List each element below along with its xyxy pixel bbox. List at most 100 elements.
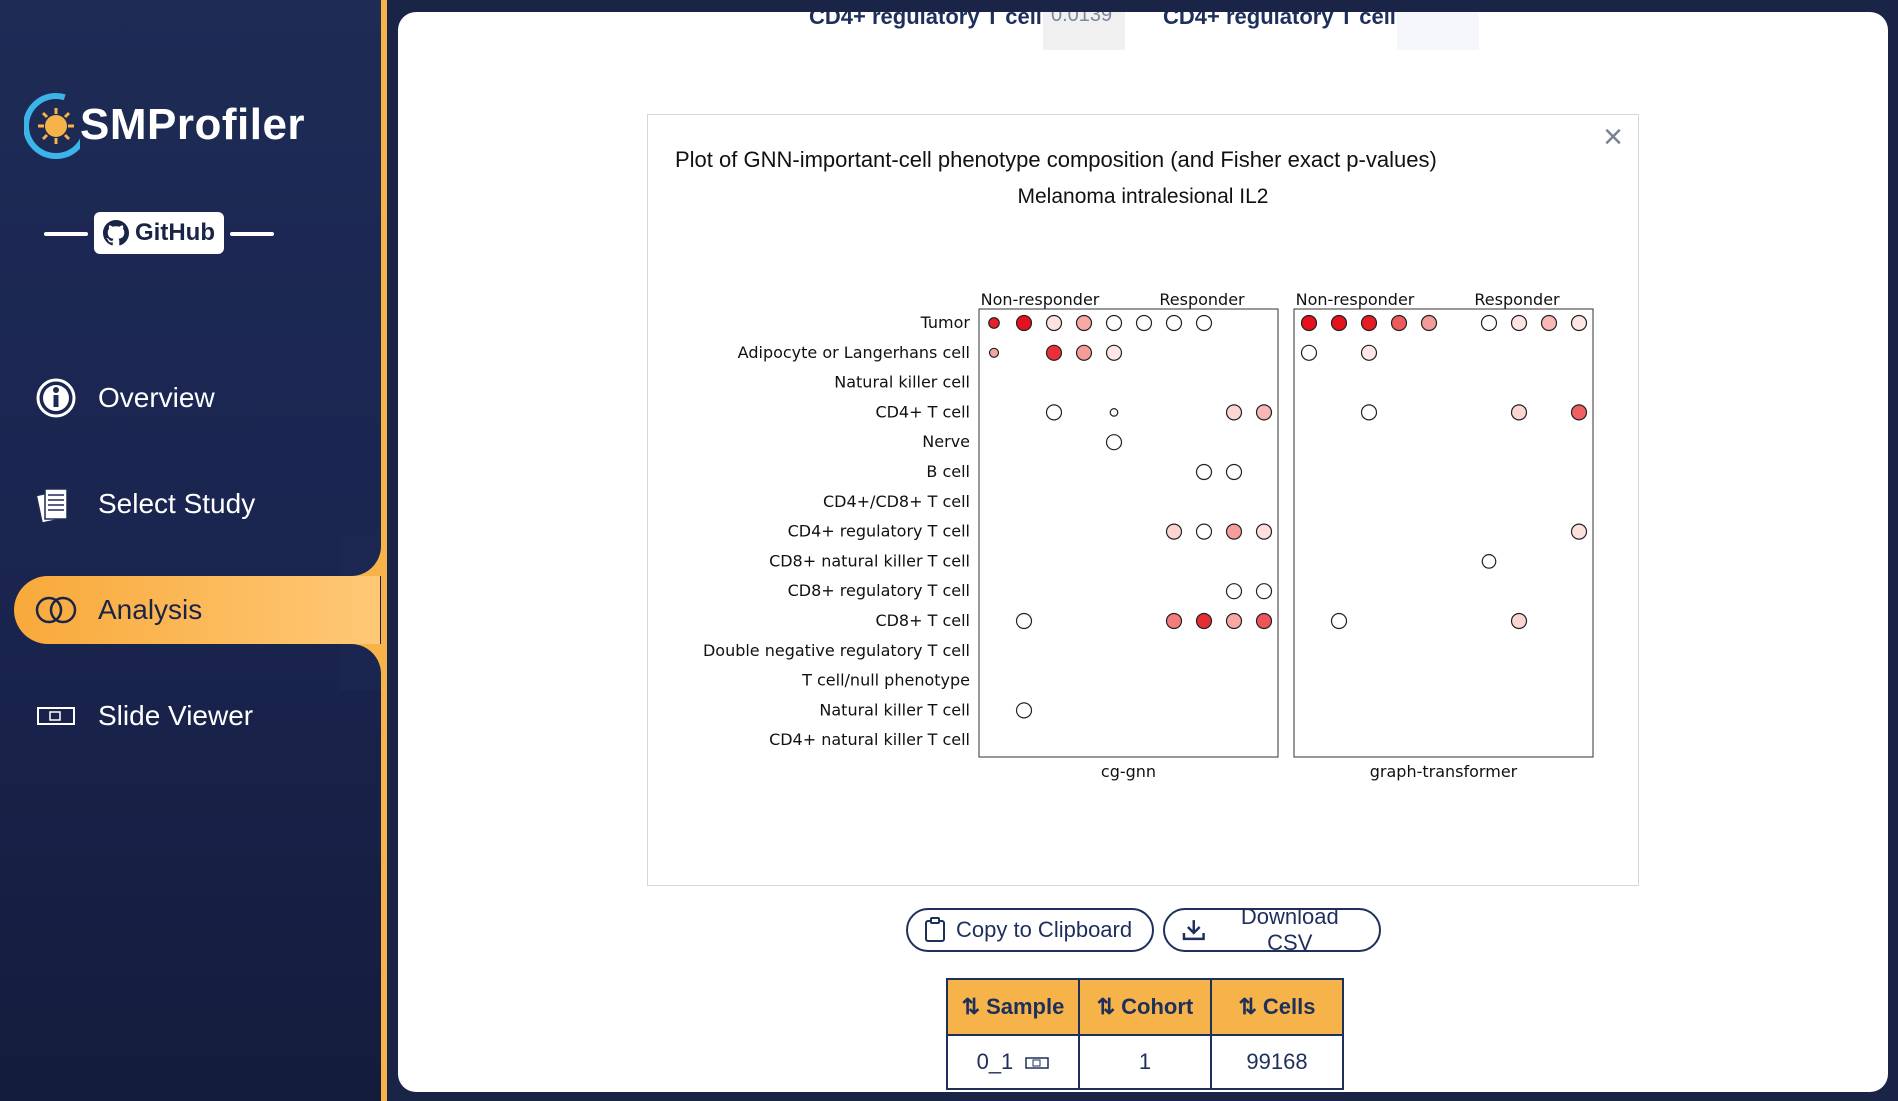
data-point xyxy=(1255,583,1273,600)
row-label: CD4+ natural killer T cell xyxy=(769,730,970,749)
app-logo[interactable]: SMProfiler xyxy=(24,88,306,164)
github-link[interactable]: GitHub xyxy=(94,212,224,254)
data-point xyxy=(1015,314,1033,332)
nav-label: Analysis xyxy=(98,594,203,625)
data-point xyxy=(1255,523,1273,540)
column-header-cells[interactable]: ⇅ Cells xyxy=(1210,978,1344,1036)
copy-to-clipboard-button[interactable]: Copy to Clipboard xyxy=(906,908,1154,952)
sort-icon: ⇅ xyxy=(961,994,981,1019)
divider-right xyxy=(230,232,274,236)
slide-icon xyxy=(34,694,78,738)
data-point xyxy=(1195,463,1213,481)
row-label: Natural killer T cell xyxy=(819,700,970,719)
data-point xyxy=(988,347,1000,358)
dot-plot-chart: Tumor Adipocyte or Langerhans cell Natural… xyxy=(703,290,1594,781)
download-csv-button[interactable]: Download CSV xyxy=(1163,904,1381,955)
data-point xyxy=(1510,612,1528,630)
data-point xyxy=(1015,702,1033,719)
data-point xyxy=(1300,344,1318,361)
divider-left xyxy=(44,232,88,236)
data-point xyxy=(1570,523,1588,540)
nav-item-analysis[interactable]: Analysis xyxy=(14,576,380,644)
data-point xyxy=(1225,523,1243,540)
nav-item-slide-viewer[interactable]: Slide Viewer xyxy=(14,682,380,750)
slide-icon[interactable] xyxy=(1025,1056,1050,1070)
data-point xyxy=(1045,344,1063,361)
row-label: Double negative regulatory T cell xyxy=(703,641,970,660)
data-point xyxy=(1255,612,1273,630)
data-point xyxy=(1195,314,1213,332)
data-point xyxy=(1225,583,1243,600)
data-point xyxy=(1360,344,1378,361)
data-point xyxy=(1105,434,1123,451)
row-label: CD8+ T cell xyxy=(875,611,970,630)
data-point xyxy=(1109,408,1119,417)
data-point xyxy=(1075,344,1093,361)
row-label: CD4+ T cell xyxy=(875,402,970,421)
plot-dialog: × Plot of GNN-important-cell phenotype c… xyxy=(647,114,1639,886)
nav-label: Slide Viewer xyxy=(98,700,254,731)
table-row: 0_1 1 99168 xyxy=(946,1034,1344,1090)
header-label: Cohort xyxy=(1121,994,1194,1019)
data-point xyxy=(1165,523,1183,540)
nav-label: Select Study xyxy=(98,488,256,519)
github-label: GitHub xyxy=(135,219,215,246)
data-point xyxy=(1225,463,1243,481)
phenotype-label: CD4+ regulatory T cell xyxy=(809,12,1042,29)
panel-frame xyxy=(978,308,1279,758)
nav-label: Overview xyxy=(98,382,215,413)
data-point xyxy=(1195,523,1213,540)
group-label: Responder xyxy=(1159,290,1245,309)
row-label: T cell/null phenotype xyxy=(801,671,970,690)
column-header-sample[interactable]: ⇅ Sample xyxy=(946,978,1080,1036)
panel-label: graph-transformer xyxy=(1370,762,1518,781)
cell-cells: 99168 xyxy=(1210,1034,1344,1090)
logo-text: SMProfiler xyxy=(80,100,306,149)
column-header-cohort[interactable]: ⇅ Cohort xyxy=(1078,978,1212,1036)
data-point xyxy=(1330,612,1348,630)
value-cell: 0.0139 xyxy=(1043,12,1125,50)
data-point xyxy=(1105,314,1123,332)
plot-title: Plot of GNN-important-cell phenotype com… xyxy=(675,147,1437,172)
data-point xyxy=(1135,314,1153,332)
copy-label: Copy to Clipboard xyxy=(956,917,1133,942)
data-point xyxy=(1481,554,1497,569)
data-point xyxy=(1510,404,1528,421)
group-label: Non-responder xyxy=(1296,290,1415,309)
data-point xyxy=(1360,314,1378,332)
venn-icon xyxy=(34,588,78,632)
sample-id: 0_1 xyxy=(976,1049,1014,1074)
samples-table: ⇅ Sample ⇅ Cohort ⇅ Cells 0_1 1 99168 xyxy=(946,978,1344,1090)
clipboard-icon xyxy=(925,917,945,942)
data-point xyxy=(1105,344,1123,361)
row-label: CD8+ natural killer T cell xyxy=(769,551,970,570)
download-label: Download CSV xyxy=(1240,904,1339,955)
sidebar-accent-stripe xyxy=(381,0,387,1101)
data-point xyxy=(1330,314,1348,332)
data-point xyxy=(1390,314,1408,332)
group-label: Responder xyxy=(1474,290,1560,309)
row-label: Adipocyte or Langerhans cell xyxy=(738,343,970,362)
github-icon xyxy=(103,220,129,246)
virus-logo-icon xyxy=(24,93,80,159)
github-row: GitHub xyxy=(44,212,274,254)
close-icon[interactable]: × xyxy=(1603,118,1623,156)
info-icon xyxy=(34,376,78,420)
nav-item-select-study[interactable]: Select Study xyxy=(14,470,380,538)
sidebar: SMProfiler GitHub Overview Select Study … xyxy=(0,0,387,1101)
plot-subtitle: Melanoma intralesional IL2 xyxy=(1017,185,1269,208)
data-point xyxy=(1195,612,1213,630)
download-icon xyxy=(1182,920,1205,941)
data-point xyxy=(988,317,1000,329)
main-panel: CD4+ regulatory T cell 0.0139 CD4+ regul… xyxy=(398,12,1888,1092)
phenotype-label: CD4+ regulatory T cell xyxy=(1163,12,1396,29)
data-point xyxy=(1570,404,1588,421)
data-point xyxy=(1165,612,1183,630)
data-point xyxy=(1165,314,1183,332)
data-point xyxy=(1075,314,1093,332)
cropped-results-row: CD4+ regulatory T cell 0.0139 CD4+ regul… xyxy=(398,12,1888,64)
nav-item-overview[interactable]: Overview xyxy=(14,364,380,432)
sort-icon: ⇅ xyxy=(1238,994,1257,1019)
value-cell xyxy=(1397,12,1479,50)
header-label: Sample xyxy=(986,994,1065,1019)
